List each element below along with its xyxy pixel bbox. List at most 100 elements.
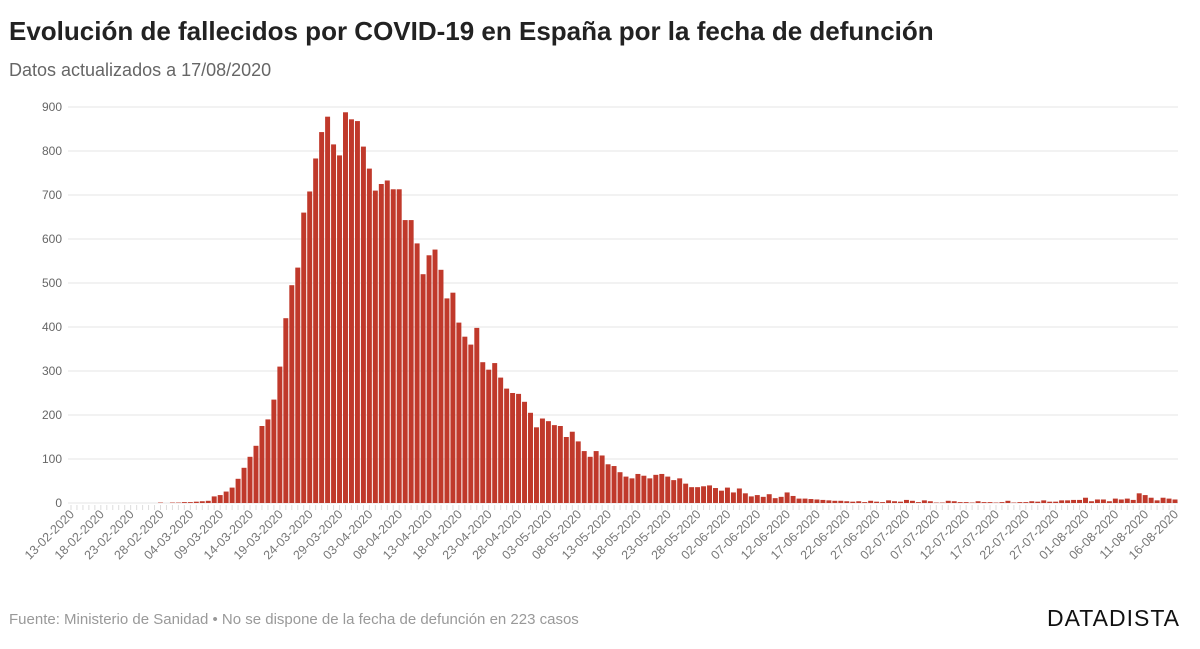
bar — [1142, 495, 1148, 503]
bar — [695, 487, 701, 503]
bar — [402, 220, 408, 503]
bar — [599, 455, 605, 503]
bar — [880, 502, 886, 503]
bar — [915, 502, 921, 503]
bar — [659, 473, 665, 503]
bar — [1059, 500, 1065, 503]
bar — [384, 180, 390, 504]
bar — [999, 502, 1005, 503]
bar — [1065, 500, 1071, 503]
bar — [1148, 497, 1154, 503]
bar — [408, 220, 414, 503]
bar — [271, 399, 277, 503]
bar — [611, 466, 617, 503]
bar — [348, 119, 354, 503]
bar — [683, 483, 689, 503]
bar — [193, 501, 199, 503]
bar — [366, 168, 372, 503]
bar — [921, 500, 927, 503]
bar — [766, 494, 772, 503]
bar — [1077, 499, 1083, 503]
bar — [641, 475, 647, 503]
bar — [277, 366, 283, 503]
bar — [396, 189, 402, 503]
bar — [390, 189, 396, 503]
bar — [635, 473, 641, 503]
bar — [575, 441, 581, 503]
bar — [337, 155, 343, 503]
bar — [205, 500, 211, 503]
bar — [826, 500, 832, 503]
bar — [378, 184, 384, 503]
bar — [1160, 497, 1166, 503]
bar — [235, 478, 241, 503]
bar — [432, 249, 438, 503]
bar — [265, 419, 271, 503]
bar — [181, 502, 187, 503]
bar — [730, 492, 736, 503]
bar — [665, 476, 671, 503]
bar — [1172, 499, 1178, 503]
bar — [814, 499, 820, 503]
bar — [247, 456, 253, 503]
bar — [307, 191, 313, 504]
bar — [617, 472, 623, 503]
chart-subtitle: Datos actualizados a 17/08/2020 — [9, 60, 272, 80]
y-tick-label: 600 — [42, 232, 62, 246]
bar — [671, 480, 677, 503]
y-tick-label: 900 — [42, 100, 62, 114]
bar — [886, 500, 892, 503]
bar — [492, 363, 498, 503]
bar — [838, 500, 844, 503]
bar — [903, 499, 909, 503]
bar — [295, 267, 301, 503]
bar — [360, 146, 366, 503]
bar — [539, 418, 545, 503]
bar — [850, 501, 856, 503]
bar — [444, 298, 450, 503]
bar — [516, 393, 522, 503]
bar — [1017, 502, 1023, 503]
bar — [450, 292, 456, 503]
y-tick-label: 500 — [42, 276, 62, 290]
bar — [1094, 499, 1100, 503]
bar — [563, 437, 569, 503]
bar — [963, 502, 969, 503]
bar — [868, 500, 874, 503]
bar — [1041, 500, 1047, 503]
bar — [778, 496, 784, 503]
bar — [736, 488, 742, 503]
bar — [784, 492, 790, 503]
bar — [647, 478, 653, 503]
bar — [796, 498, 802, 503]
y-tick-label: 200 — [42, 408, 62, 422]
bar — [557, 426, 563, 503]
bar — [456, 322, 462, 503]
bar — [748, 496, 754, 503]
bar — [1166, 498, 1172, 503]
bar — [253, 445, 259, 503]
bar — [522, 401, 528, 503]
bar — [724, 487, 730, 503]
bar — [1088, 501, 1094, 503]
bar — [832, 500, 838, 503]
bar — [605, 464, 611, 503]
bar — [1035, 501, 1041, 503]
bar — [874, 501, 880, 503]
bar — [957, 502, 963, 503]
bar — [510, 393, 516, 503]
bar — [713, 488, 718, 503]
bar — [480, 362, 486, 503]
bar — [289, 285, 295, 503]
y-tick-label: 300 — [42, 364, 62, 378]
bar — [1071, 499, 1077, 503]
bar — [718, 490, 724, 503]
bar — [301, 212, 307, 503]
datadista-logo: DATADISTA — [1047, 605, 1180, 631]
y-tick-label: 700 — [42, 188, 62, 202]
bar — [862, 502, 868, 503]
bar — [1023, 502, 1029, 503]
bar — [701, 486, 707, 503]
y-tick-label: 400 — [42, 320, 62, 334]
bar — [331, 144, 337, 503]
